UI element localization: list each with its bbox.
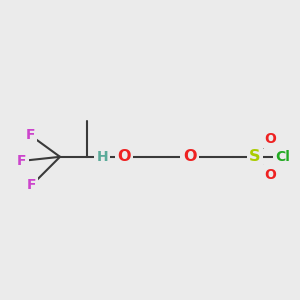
- Text: Cl: Cl: [275, 150, 290, 164]
- Text: S: S: [249, 149, 261, 164]
- Text: H: H: [97, 150, 108, 164]
- Text: F: F: [17, 154, 27, 168]
- Text: O: O: [183, 149, 196, 164]
- Text: O: O: [264, 167, 276, 182]
- Text: O: O: [264, 132, 276, 146]
- Text: O: O: [117, 149, 131, 164]
- Text: F: F: [25, 128, 35, 142]
- Text: F: F: [27, 178, 36, 193]
